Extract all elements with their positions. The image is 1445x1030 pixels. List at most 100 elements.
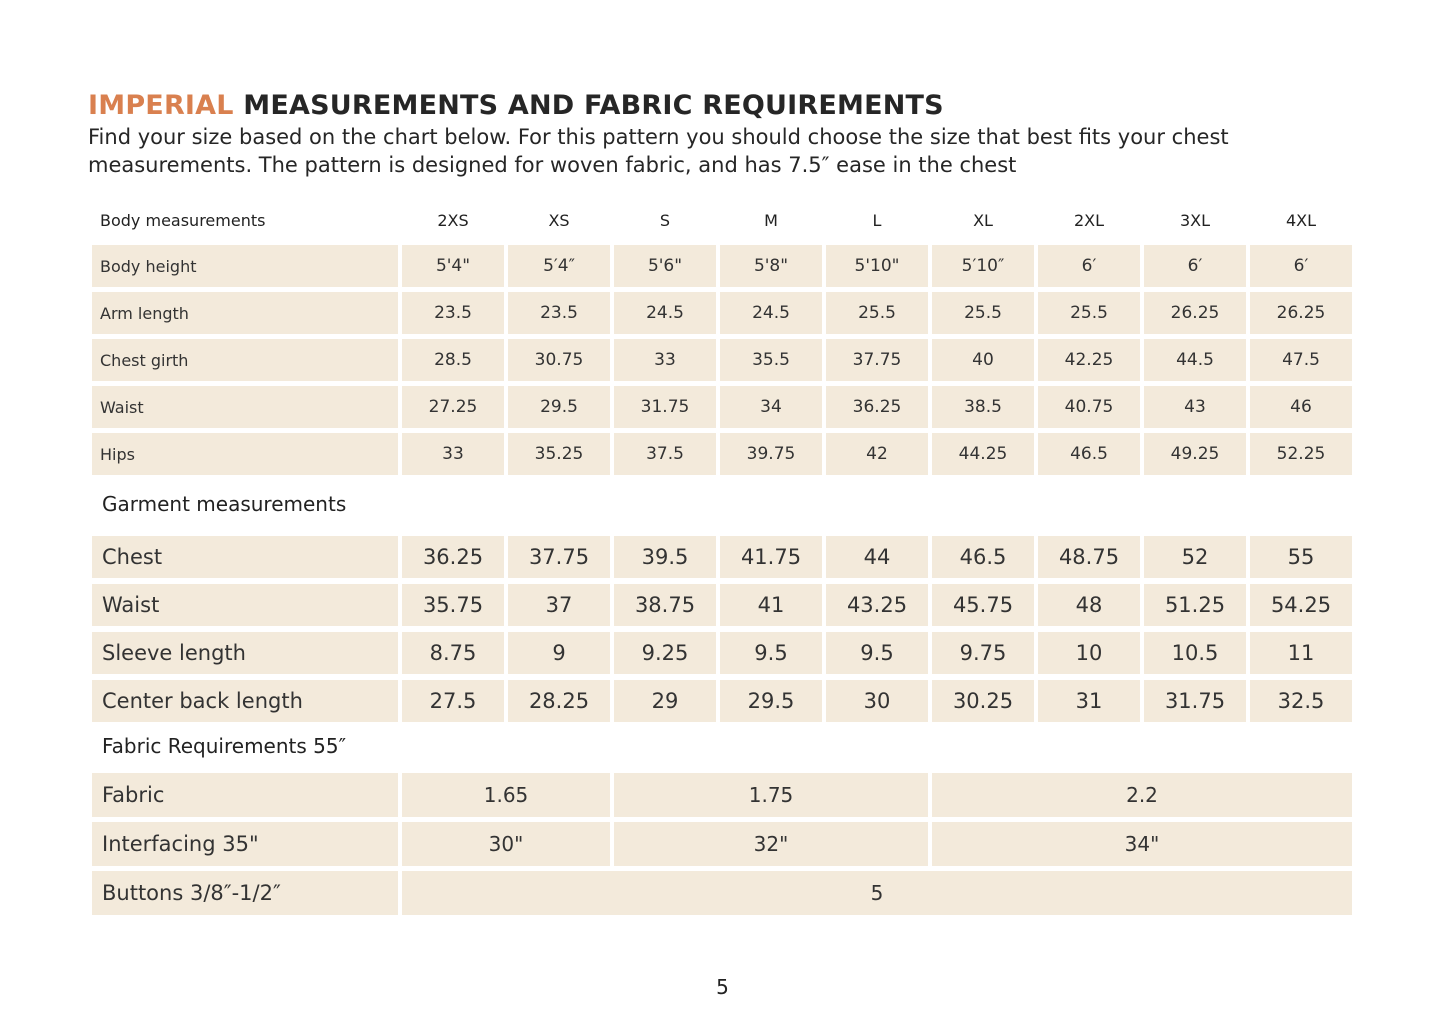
row-label: Fabric [92,773,398,817]
table-cell: 45.75 [932,584,1034,626]
table-cell: 46.5 [932,536,1034,578]
fabric-requirements-table: Fabric 1.65 1.75 2.2 Interfacing 35" 30" 32" 34… [92,773,1352,915]
size-header: 4XL [1285,210,1317,230]
table-cell: 6′ [1038,245,1140,287]
table-cell: 39.5 [614,536,716,578]
size-header: M [764,210,778,230]
table-cell: 10.5 [1144,632,1246,674]
table-cell: 43 [1144,386,1246,428]
table-cell: 6′ [1144,245,1246,287]
row-label: Chest [92,536,398,578]
table-cell: 5'6" [614,245,716,287]
row-label: Sleeve length [92,632,398,674]
table-cell: 33 [614,339,716,381]
table-cell: 8.75 [402,632,504,674]
size-header: 3XL [1179,210,1211,230]
table-cell: 52 [1144,536,1246,578]
table-cell: 41.75 [720,536,822,578]
body-measurements-table: Body height 5'4" 5′4″ 5'6" 5'8" 5'10" 5′10″ 6′ 6… [92,245,1352,475]
table-cell: 28.25 [508,680,610,722]
intro-text: Find your size based on the chart below.… [88,125,1229,177]
table-cell: 26.25 [1250,292,1352,334]
table-cell: 52.25 [1250,433,1352,475]
table-cell: 35.5 [720,339,822,381]
table-cell: 29.5 [720,680,822,722]
table-cell: 48.75 [1038,536,1140,578]
table-cell: 30.25 [932,680,1034,722]
table-cell: 40.75 [1038,386,1140,428]
row-label: Waist [92,386,398,428]
size-header: 2XS [437,210,469,230]
table-cell: 23.5 [402,292,504,334]
row-label: Buttons 3/8″-1/2″ [92,871,398,915]
row-label: Chest girth [92,339,398,381]
table-cell: 10 [1038,632,1140,674]
body-measurements-heading: Body measurements [100,210,266,230]
table-cell: 27.5 [402,680,504,722]
table-cell: 54.25 [1250,584,1352,626]
table-cell: 35.25 [508,433,610,475]
table-cell: 9.25 [614,632,716,674]
row-label: Hips [92,433,398,475]
table-cell: 44.25 [932,433,1034,475]
garment-measurements-table: Chest 36.25 37.75 39.5 41.75 44 46.5 48.75 52 55 W… [92,536,1352,722]
table-cell: 5'10" [826,245,928,287]
table-cell: 25.5 [1038,292,1140,334]
merged-cell: 2.2 [932,773,1352,817]
table-cell: 9.75 [932,632,1034,674]
table-cell: 37.75 [826,339,928,381]
size-header: S [659,210,671,230]
table-cell: 28.5 [402,339,504,381]
table-cell: 36.25 [402,536,504,578]
table-cell: 37.5 [614,433,716,475]
garment-section-title: Garment measurements [102,492,347,516]
merged-cell: 34" [932,822,1352,866]
table-cell: 55 [1250,536,1352,578]
size-header: XL [973,210,993,230]
table-cell: 30 [826,680,928,722]
table-cell: 24.5 [614,292,716,334]
table-cell: 44 [826,536,928,578]
table-cell: 43.25 [826,584,928,626]
table-cell: 30.75 [508,339,610,381]
merged-cell: 32" [614,822,928,866]
row-label: Waist [92,584,398,626]
table-cell: 9.5 [720,632,822,674]
table-cell: 35.75 [402,584,504,626]
table-cell: 36.25 [826,386,928,428]
table-cell: 31.75 [614,386,716,428]
merged-cell: 1.75 [614,773,928,817]
table-cell: 34 [720,386,822,428]
table-cell: 49.25 [1144,433,1246,475]
merged-cell: 5 [402,871,1352,915]
table-cell: 11 [1250,632,1352,674]
row-label: Body height [92,245,398,287]
table-cell: 46.5 [1038,433,1140,475]
table-cell: 5′4″ [508,245,610,287]
merged-cell: 30" [402,822,610,866]
row-label: Center back length [92,680,398,722]
table-cell: 5'8" [720,245,822,287]
size-header: L [872,210,882,230]
table-cell: 26.25 [1144,292,1246,334]
table-cell: 29.5 [508,386,610,428]
table-cell: 46 [1250,386,1352,428]
table-cell: 23.5 [508,292,610,334]
body-measurements-header: Body measurements 2XS XS S M L XL 2XL 3XL 4XL [92,200,1352,240]
table-cell: 44.5 [1144,339,1246,381]
table-cell: 31.75 [1144,680,1246,722]
table-cell: 51.25 [1144,584,1246,626]
table-cell: 42 [826,433,928,475]
table-cell: 33 [402,433,504,475]
page-number: 5 [716,975,729,999]
fabric-section-title: Fabric Requirements 55″ [102,734,347,758]
table-cell: 41 [720,584,822,626]
table-cell: 32.5 [1250,680,1352,722]
row-label: Arm length [92,292,398,334]
row-label: Interfacing 35" [92,822,398,866]
table-cell: 37.75 [508,536,610,578]
size-header: XS [548,210,570,230]
table-cell: 9.5 [826,632,928,674]
table-cell: 25.5 [932,292,1034,334]
